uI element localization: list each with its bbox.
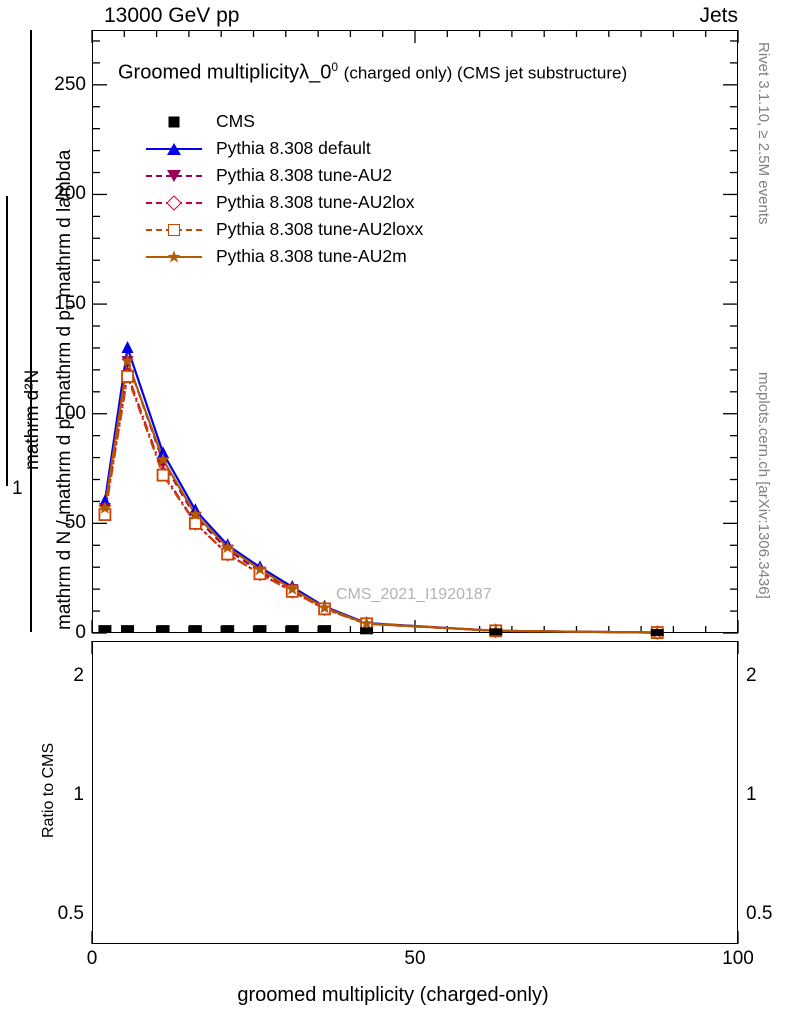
ratio-y-axis-label: Ratio to CMS <box>40 742 57 838</box>
marker-triangle-up <box>157 446 170 459</box>
x-tick-label: 0 <box>86 948 98 969</box>
y-axis-label-inner: mathrm d N / mathrm d pT mathrm d pT mat… <box>54 150 78 630</box>
filled-star-icon: ★ <box>166 247 182 266</box>
cms-data-marker <box>188 625 202 633</box>
y-tick-label: 200 <box>54 183 86 205</box>
marker-star <box>359 616 374 630</box>
y-axis-denominator-1: mathrm d N / mathrm d p <box>54 418 75 630</box>
ratio-y-tick-label-right: 2 <box>746 664 757 686</box>
filled-triangle-up-icon <box>167 142 181 155</box>
rivet-version-label: Rivet 3.1.10, ≥ 2.5M events <box>755 42 772 225</box>
legend-label-pythia-default: Pythia 8.308 default <box>216 138 371 158</box>
x-tick-label: 100 <box>722 948 754 969</box>
legend-label-pythia-au2: Pythia 8.308 tune-AU2 <box>216 165 393 185</box>
ratio-y-tick-label-left: 2 <box>73 664 84 686</box>
marker-star <box>221 540 235 554</box>
series-line-pythia-8-308-default <box>103 347 658 634</box>
ratio-y-tick-label-right: 1 <box>746 783 757 805</box>
y-axis-denominator-2: mathrm d p <box>54 310 75 412</box>
y-axis-denominator-sub-1: T <box>63 411 78 419</box>
plot-title-suffix: (charged only) (CMS jet substructure) <box>343 63 628 83</box>
plot-title-lambda-sup: 0 <box>331 60 339 74</box>
cms-data-marker <box>318 625 332 633</box>
marker-open-square <box>188 516 202 530</box>
main-plot-panel <box>92 30 738 633</box>
plot-title-main: Groomed multiplicity <box>118 61 300 84</box>
line-sample-solid2 <box>146 255 202 258</box>
cms-data-marker <box>360 627 374 635</box>
cms-data-marker <box>285 625 299 633</box>
marker-open-square <box>121 370 134 383</box>
legend-key-pythia-au2m: ★ <box>146 246 202 268</box>
legend-key-pythia-au2 <box>146 165 202 187</box>
legend-item-cms[interactable]: CMS <box>146 108 423 135</box>
cms-data-marker <box>489 628 503 636</box>
cms-data-marker <box>650 629 664 637</box>
header-energy-label: 13000 GeV pp <box>104 4 240 27</box>
legend-label-pythia-au2m: Pythia 8.308 tune-AU2m <box>216 246 407 266</box>
x-axis-title: groomed multiplicity (charged-only) <box>237 984 549 1006</box>
open-square-icon <box>168 223 180 236</box>
marker-triangle-up <box>121 340 134 353</box>
y-tick-label: 50 <box>64 512 86 534</box>
legend-key-cms <box>146 111 202 133</box>
filled-triangle-down-icon <box>167 169 181 182</box>
filled-square-icon <box>168 116 180 127</box>
legend-key-pythia-au2loxx <box>146 219 202 241</box>
legend-label-pythia-au2loxx: Pythia 8.308 tune-AU2loxx <box>216 219 424 239</box>
y-axis-one: 1 <box>12 478 23 499</box>
cms-data-marker <box>98 625 112 633</box>
y-axis-denominator-sub-2: T <box>63 302 78 311</box>
legend: CMS Pythia 8.308 default Pythia 8.308 tu… <box>146 108 423 270</box>
y-tick-label: 150 <box>54 293 86 315</box>
marker-star <box>317 600 332 614</box>
marker-star <box>188 507 202 521</box>
plot-title: Groomed multiplicityλ_00 (charged only) … <box>118 60 627 85</box>
cms-data-marker <box>221 625 235 633</box>
cms-data-marker <box>253 625 267 633</box>
mcplots-source-label: mcplots.cern.ch [arXiv:1306.3436] <box>755 372 772 599</box>
marker-star <box>285 582 299 595</box>
ratio-y-tick-label-left: 1 <box>73 783 84 805</box>
legend-item-pythia-au2lox[interactable]: Pythia 8.308 tune-AU2lox <box>146 189 423 216</box>
legend-item-pythia-au2[interactable]: Pythia 8.308 tune-AU2 <box>146 162 423 189</box>
legend-item-pythia-au2loxx[interactable]: Pythia 8.308 tune-AU2loxx <box>146 216 423 243</box>
legend-key-pythia-au2lox <box>146 192 202 214</box>
y-axis-numerator: mathrm d²N <box>22 369 43 470</box>
ratio-plot-panel <box>92 641 738 944</box>
legend-key-pythia-default <box>146 138 202 160</box>
ratio-y-tick-label-left: 0.5 <box>57 903 84 925</box>
y-tick-label: 0 <box>75 622 86 643</box>
cms-data-marker <box>121 625 135 633</box>
cms-data-marker <box>156 625 170 633</box>
y-axis-fraction-bar-inner <box>30 30 32 632</box>
marker-open-square <box>156 468 170 482</box>
plot-title-lambda: λ_0 <box>299 61 332 84</box>
legend-item-pythia-au2m[interactable]: ★ Pythia 8.308 tune-AU2m <box>146 243 423 270</box>
dataset-watermark: CMS_2021_I1920187 <box>336 586 492 603</box>
y-tick-label: 250 <box>54 73 86 95</box>
y-axis-fraction-bar <box>6 196 8 486</box>
y-tick-label: 100 <box>54 402 86 424</box>
y-axis-denominator-3: mathrm d lambda <box>54 149 75 303</box>
marker-star <box>156 452 170 466</box>
header-category-label: Jets <box>699 4 738 27</box>
marker-star <box>120 354 135 367</box>
ratio-y-tick-label-right: 0.5 <box>746 903 773 925</box>
legend-label-cms: CMS <box>216 111 255 131</box>
marker-star <box>253 562 267 576</box>
legend-label-pythia-au2lox: Pythia 8.308 tune-AU2lox <box>216 192 415 212</box>
x-tick-label: 50 <box>404 948 426 969</box>
y-axis-label-outer: mathrm d²N <box>22 370 44 470</box>
legend-item-pythia-default[interactable]: Pythia 8.308 default <box>146 135 423 162</box>
marker-star <box>98 501 112 514</box>
